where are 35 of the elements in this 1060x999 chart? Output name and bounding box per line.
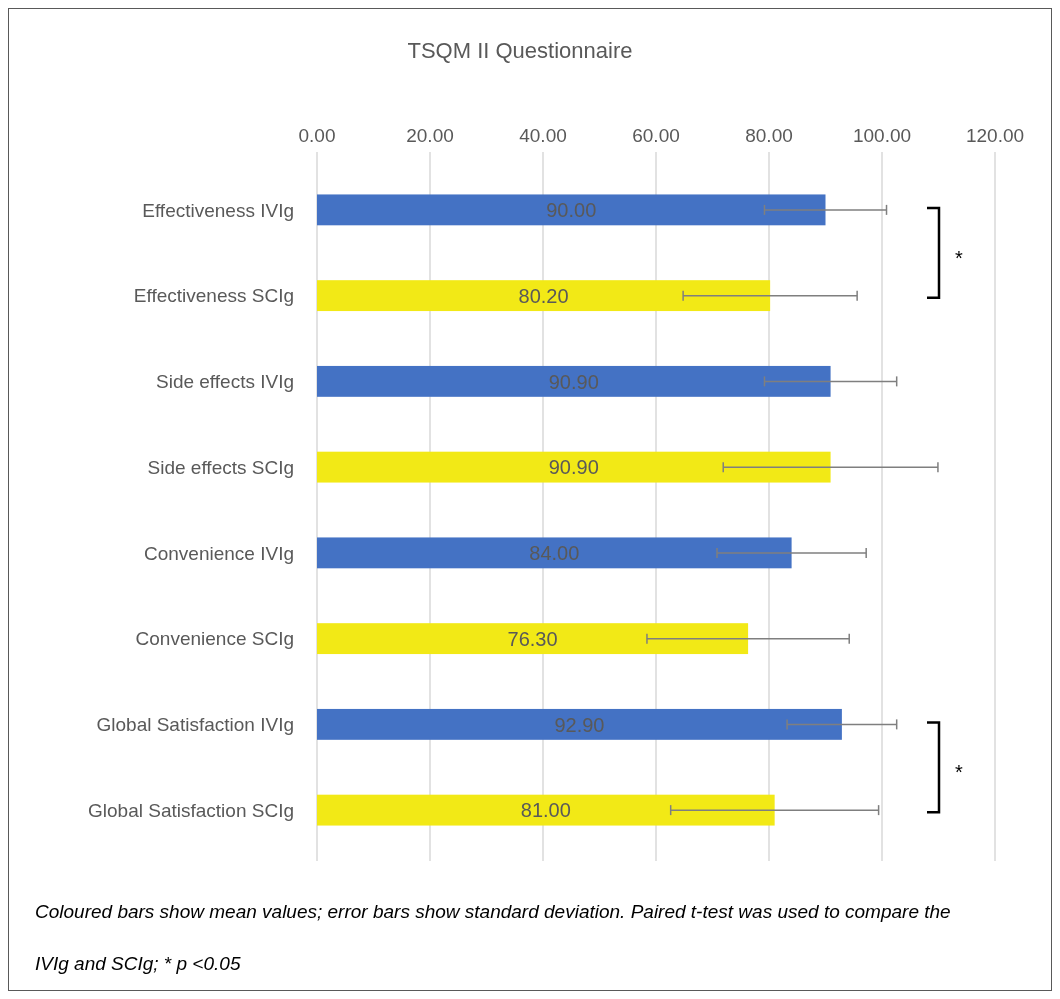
- data-label: 92.90: [554, 713, 605, 736]
- y-tick-label: Global Satisfaction SCIg: [88, 799, 294, 821]
- y-tick-label: Convenience SCIg: [135, 628, 294, 650]
- chart-title: TSQM II Questionnaire: [407, 38, 633, 63]
- y-tick-label: Global Satisfaction IVIg: [96, 714, 294, 736]
- annotation: *: [955, 761, 964, 784]
- x-tick-label: 0.00: [298, 125, 336, 146]
- bar: [317, 194, 826, 226]
- bar: [317, 537, 792, 569]
- y-tick-label: Effectiveness SCIg: [133, 285, 294, 307]
- y-tick-label: Effectiveness IVIg: [142, 199, 294, 221]
- data-label: 81.00: [520, 799, 571, 822]
- y-tick-label: Side effects IVIg: [155, 371, 294, 393]
- x-tick-label: 100.00: [852, 125, 912, 146]
- y-tick-label: Convenience IVIg: [144, 542, 294, 564]
- x-tick-label: 120.00: [965, 125, 1025, 146]
- y-tick-label: Side effects SCIg: [147, 456, 294, 478]
- bar: [317, 708, 842, 740]
- data-label: 90.00: [546, 199, 597, 222]
- annotation: *: [955, 246, 964, 269]
- data-label: 76.30: [507, 627, 558, 650]
- data-label: 90.90: [548, 370, 599, 393]
- data-label: 84.00: [529, 542, 580, 565]
- x-tick-label: 80.00: [745, 125, 793, 146]
- text: Coloured bars show mean values; error bars show standard deviation. Paired t-test was used to compare the IVIg and SCIg; * p <0.05: [35, 901, 951, 974]
- bar: [317, 365, 831, 397]
- bar: [317, 623, 749, 655]
- data-label: 80.20: [518, 284, 569, 307]
- x-tick-label: 40.00: [519, 125, 567, 146]
- x-tick-label: 20.00: [406, 125, 454, 146]
- bar: [317, 451, 831, 483]
- bar: [317, 280, 771, 312]
- data-label: 90.90: [548, 456, 599, 479]
- bar: [317, 794, 775, 826]
- x-tick-label: 60.00: [632, 125, 680, 146]
